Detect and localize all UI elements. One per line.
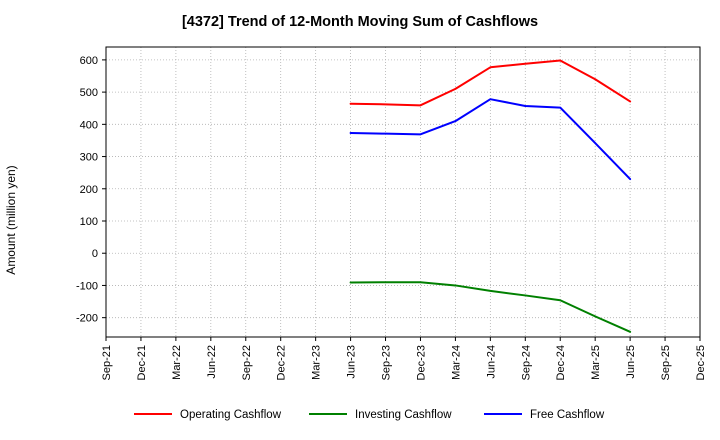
svg-text:Free Cashflow: Free Cashflow (530, 409, 605, 421)
svg-text:Sep-24: Sep-24 (520, 345, 532, 380)
svg-text:Mar-25: Mar-25 (590, 345, 602, 380)
svg-text:Sep-25: Sep-25 (660, 345, 672, 380)
svg-text:0: 0 (92, 248, 98, 260)
svg-text:400: 400 (80, 119, 98, 131)
y-tick-labels: -200 -100 0 100 200 300 400 500 600 (76, 55, 98, 325)
svg-text:600: 600 (80, 55, 98, 67)
svg-text:Dec-24: Dec-24 (555, 345, 567, 380)
svg-text:Mar-22: Mar-22 (171, 345, 183, 380)
svg-text:Operating Cashflow: Operating Cashflow (180, 409, 282, 421)
svg-text:500: 500 (80, 87, 98, 99)
svg-text:Mar-24: Mar-24 (450, 345, 462, 380)
svg-text:Dec-25: Dec-25 (695, 345, 707, 380)
chart-title: [4372] Trend of 12-Month Moving Sum of C… (181, 14, 539, 30)
svg-text:200: 200 (80, 184, 98, 196)
chart-legend: Operating Cashflow Investing Cashflow Free… (134, 409, 605, 421)
svg-text:Investing Cashflow: Investing Cashflow (355, 409, 452, 421)
svg-text:100: 100 (80, 216, 98, 228)
gridlines (105, 47, 701, 337)
svg-text:Dec-21: Dec-21 (136, 345, 148, 380)
svg-text:Jun-23: Jun-23 (346, 345, 358, 379)
svg-text:Jun-25: Jun-25 (625, 345, 637, 379)
svg-text:300: 300 (80, 152, 98, 164)
x-tick-labels: Sep-21 Dec-21 Mar-22 Jun-22 Sep-22 Dec-22 Mar-… (101, 345, 707, 380)
axes (102, 46, 701, 341)
svg-text:-100: -100 (76, 280, 98, 292)
svg-text:Dec-22: Dec-22 (276, 345, 288, 380)
data-series (349, 59, 632, 333)
svg-text:Jun-22: Jun-22 (206, 345, 218, 379)
svg-text:Mar-23: Mar-23 (311, 345, 323, 380)
svg-text:-200: -200 (76, 313, 98, 325)
svg-text:Dec-23: Dec-23 (415, 345, 427, 380)
svg-text:Sep-23: Sep-23 (381, 345, 393, 380)
svg-text:Jun-24: Jun-24 (485, 345, 497, 379)
svg-text:Sep-21: Sep-21 (101, 345, 113, 380)
svg-text:Sep-22: Sep-22 (241, 345, 253, 380)
